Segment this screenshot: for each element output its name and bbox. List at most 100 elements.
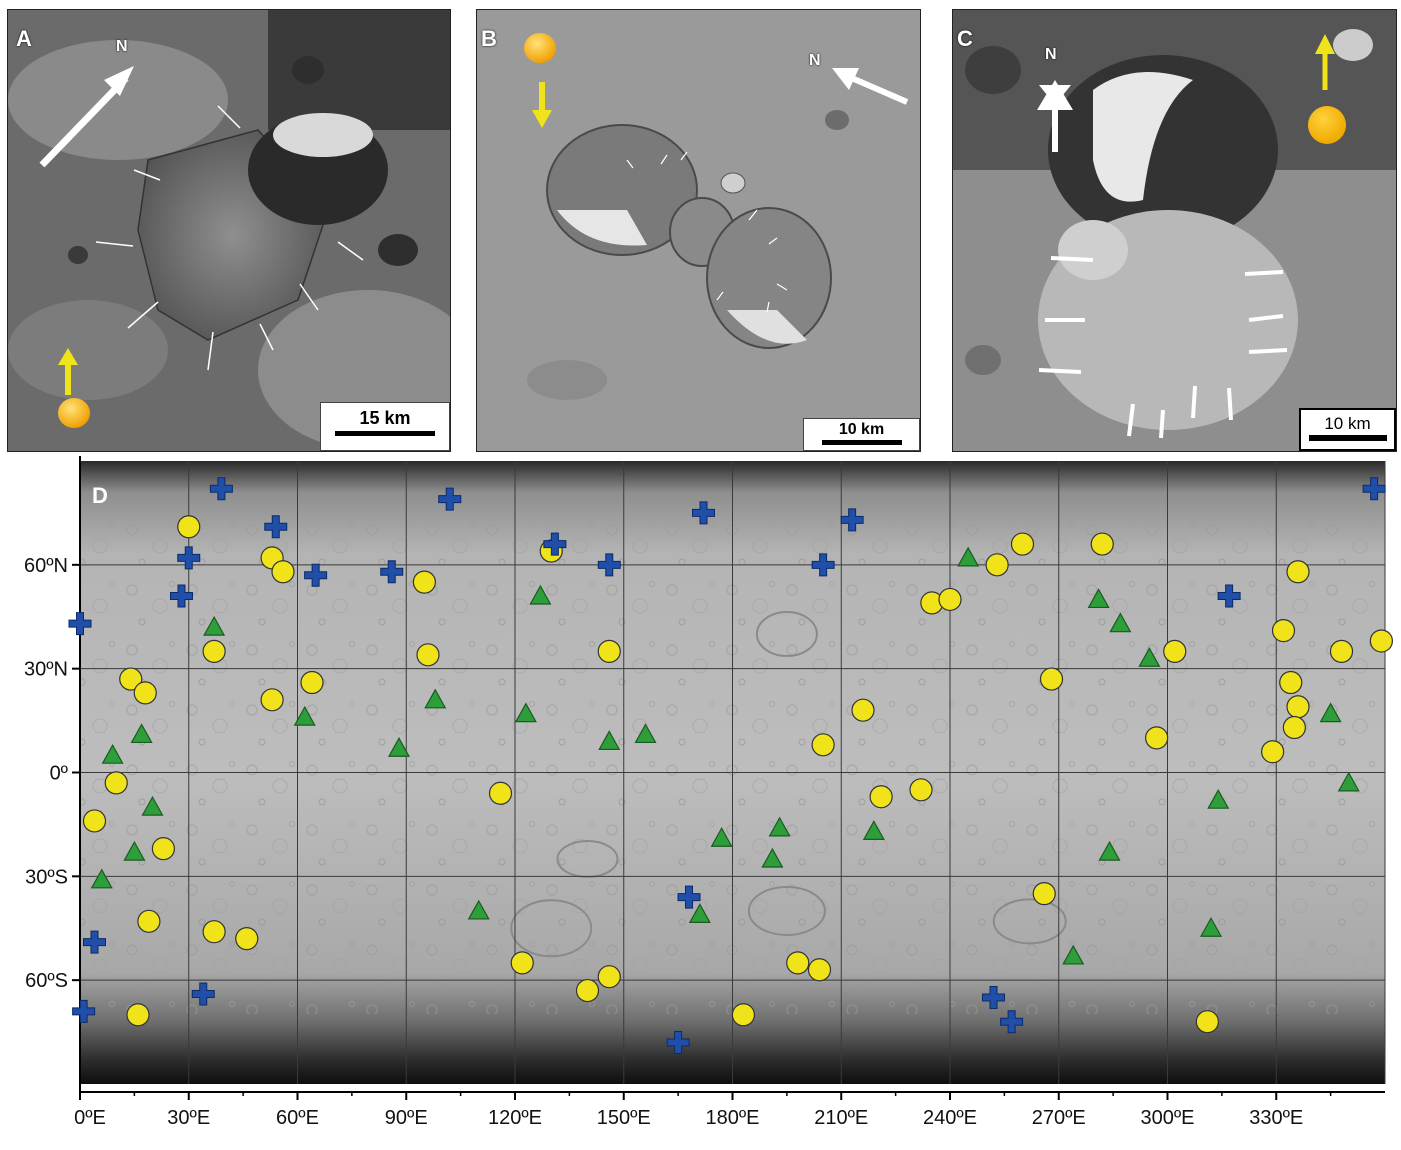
feature-triangle-marker (761, 847, 784, 868)
feature-triangle-marker (957, 546, 980, 567)
feature-circle-marker (104, 771, 128, 795)
feature-circle-marker (488, 781, 513, 805)
map-features (68, 477, 1393, 1054)
feature-triangle-marker (514, 702, 537, 723)
global-map: 60ºN 30ºN 0º 30ºS 60ºS 0ºE 30ºE 60ºE 90ºE 120ºE 15… (24, 456, 1393, 1129)
feature-circle-marker (909, 778, 933, 802)
panel-b-scale-label: 10 km (838, 421, 885, 438)
panel-a-scalebar: 15 km (320, 402, 450, 451)
feature-circle-marker (119, 667, 143, 691)
feature-circle-marker (597, 639, 621, 663)
feature-cross-marker (811, 553, 835, 577)
panel-b-letter: B (481, 26, 497, 51)
panel-a-terrain (8, 10, 450, 451)
feature-triangle-marker (90, 868, 113, 889)
sun-icon (524, 33, 556, 63)
feature-circle-marker (416, 643, 440, 667)
feature-circle-marker (575, 978, 600, 1003)
sun-icon (58, 398, 90, 428)
feature-circle-marker (133, 681, 157, 705)
feature-cross-marker (1000, 1010, 1024, 1034)
feature-cross-marker (666, 1030, 690, 1054)
map-basin (755, 611, 818, 658)
feature-triangle-marker (467, 899, 490, 920)
feature-circle-marker (1090, 532, 1114, 556)
feature-triangle-marker (529, 584, 552, 605)
feature-circle-marker (1163, 639, 1187, 663)
sun-direction-arrow-icon (1315, 34, 1335, 54)
y-tick-label: 30ºS (25, 866, 68, 888)
y-tick-label: 0º (50, 763, 69, 785)
sun-direction-arrow-icon (58, 348, 78, 365)
panel-d-map: 60ºN 30ºN 0º 30ºS 60ºS 0ºE 30ºE 60ºE 90ºE 120ºE 15… (0, 456, 1401, 1150)
feature-cross-marker (692, 501, 715, 525)
feature-circle-marker (811, 733, 835, 757)
map-axes: 60ºN 30ºN 0º 30ºS 60ºS 0ºE 30ºE 60ºE 90ºE 120ºE 15… (24, 456, 1385, 1129)
feature-cross-marker (264, 515, 288, 539)
feature-triangle-marker (387, 737, 411, 757)
feature-circle-marker (807, 958, 832, 982)
x-tick-label: 60ºE (276, 1107, 319, 1129)
panel-a-image: A N 15 km (7, 9, 451, 452)
feature-cross-marker (83, 930, 106, 954)
feature-circle-marker (786, 951, 810, 975)
feature-circle-marker (202, 920, 226, 944)
feature-circle-marker (300, 670, 324, 695)
feature-circle-marker (82, 809, 107, 833)
feature-circle-marker (985, 553, 1009, 577)
y-tick-label: 60ºS (25, 970, 68, 992)
feature-triangle-marker (1109, 612, 1132, 633)
feature-circle-marker (1195, 1010, 1219, 1034)
panel-c-north-label: N (1045, 46, 1057, 63)
feature-cross-marker (380, 560, 404, 584)
feature-cross-marker (304, 563, 328, 587)
north-arrow-icon (832, 68, 859, 90)
feature-cross-marker (1217, 584, 1241, 608)
feature-cross-marker (597, 553, 621, 577)
x-tick-label: 180ºE (705, 1107, 759, 1129)
x-tick-label: 300ºE (1140, 1107, 1194, 1129)
feature-circle-marker (938, 587, 962, 612)
map-basin (556, 840, 619, 879)
x-tick-label: 330ºE (1249, 1107, 1303, 1129)
feature-cross-marker (543, 532, 567, 556)
feature-circle-marker (1145, 726, 1169, 750)
x-tick-label: 210ºE (814, 1107, 868, 1129)
panel-c-scale-line (1308, 435, 1387, 441)
north-arrow-icon (104, 66, 134, 96)
feature-triangle-marker (1319, 702, 1342, 723)
feature-circle-marker (1010, 532, 1035, 556)
feature-triangle-marker (101, 743, 124, 764)
panel-d-letter: D (92, 483, 108, 508)
feature-triangle-marker (1199, 917, 1223, 937)
feature-cross-marker (840, 508, 864, 532)
feature-cross-marker (170, 584, 193, 608)
panel-c-image: C N 10 km (952, 9, 1397, 452)
feature-triangle-marker (768, 816, 791, 837)
feature-circle-marker (126, 1003, 150, 1027)
x-tick-label: 120ºE (488, 1107, 542, 1129)
feature-triangle-marker (203, 615, 226, 636)
feature-triangle-marker (598, 730, 621, 750)
feature-cross-marker (68, 612, 92, 636)
feature-triangle-marker (141, 795, 164, 816)
feature-circle-marker (1032, 882, 1056, 906)
feature-triangle-marker (1337, 771, 1360, 792)
feature-triangle-marker (862, 820, 885, 840)
feature-triangle-marker (1062, 944, 1085, 965)
feature-circle-marker (1282, 715, 1306, 740)
feature-triangle-marker (1098, 840, 1121, 861)
feature-circle-marker (1261, 740, 1285, 764)
feature-cross-marker (209, 477, 233, 501)
panel-c-scale-label: 10 km (1324, 414, 1371, 433)
feature-circle-marker (260, 688, 284, 712)
feature-circle-marker (235, 927, 259, 951)
feature-circle-marker (1286, 560, 1310, 584)
feature-triangle-marker (123, 840, 146, 861)
feature-circle-marker (1271, 618, 1296, 643)
panel-a-north-label: N (116, 38, 128, 55)
x-tick-label: 240ºE (923, 1107, 977, 1129)
feature-circle-marker (1279, 670, 1303, 695)
x-tick-label: 0ºE (74, 1107, 106, 1129)
feature-circle-marker (731, 1003, 755, 1027)
